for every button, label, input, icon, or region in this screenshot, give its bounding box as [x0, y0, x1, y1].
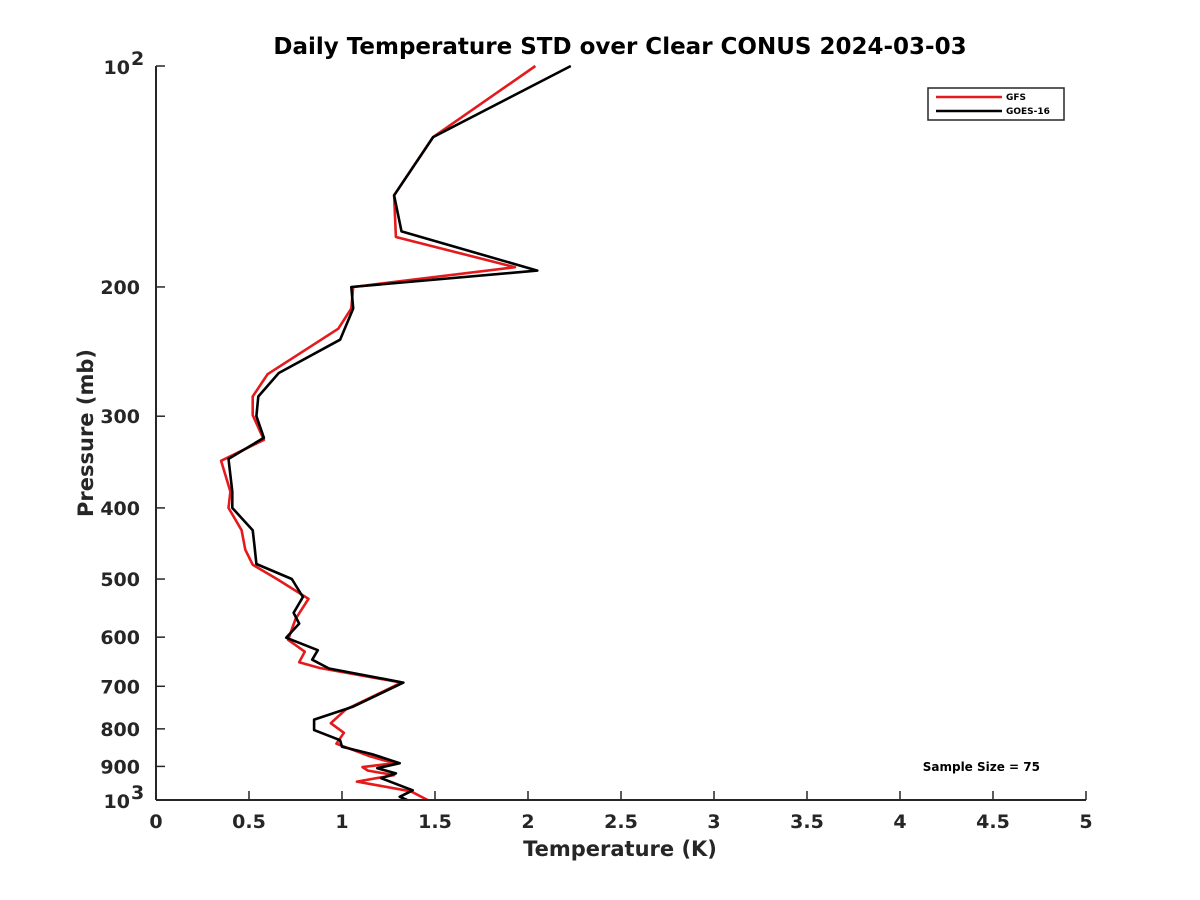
y-tick-label-3: 400 — [100, 498, 140, 520]
y-tick-label-0: 10 — [104, 57, 130, 79]
x-ticks: 0 0.5 1 1.5 2 2.5 3 3.5 4 4.5 5 — [149, 791, 1093, 833]
axes — [155, 66, 1086, 801]
y-tick-label-8: 900 — [100, 756, 140, 778]
y-tick-label-5: 600 — [100, 627, 140, 649]
legend-label-goes16: GOES-16 — [1006, 107, 1050, 117]
series-line-0 — [219, 64, 537, 802]
x-tick-label-0: 0 — [149, 811, 162, 833]
x-tick-label-6: 3 — [707, 811, 720, 833]
x-tick-label-1: 0.5 — [232, 811, 266, 833]
x-tick-label-8: 4 — [893, 811, 906, 833]
plot-lines — [219, 64, 572, 802]
series-line-1 — [227, 64, 572, 802]
x-tick-label-2: 1 — [335, 811, 348, 833]
x-tick-label-5: 2.5 — [604, 811, 638, 833]
legend: GFS GOES-16 — [927, 87, 1065, 121]
y-tick-label-4: 500 — [100, 569, 140, 591]
sample-size-annotation: Sample Size = 75 — [923, 760, 1040, 774]
y-tick-label-2: 300 — [100, 406, 140, 428]
y-tick-exponent-9: 3 — [131, 782, 144, 804]
y-axis-title: Pressure (mb) — [74, 349, 98, 517]
legend-box — [927, 87, 1065, 121]
x-axis-title: Temperature (K) — [523, 837, 717, 861]
x-tick-label-4: 2 — [521, 811, 534, 833]
chart-title: Daily Temperature STD over Clear CONUS 2… — [273, 34, 966, 60]
x-tick-label-7: 3.5 — [790, 811, 824, 833]
x-tick-label-10: 5 — [1079, 811, 1092, 833]
y-tick-label-9: 10 — [104, 791, 130, 813]
y-tick-exponent-0: 2 — [131, 48, 144, 70]
x-tick-label-9: 4.5 — [976, 811, 1010, 833]
x-tick-label-3: 1.5 — [418, 811, 452, 833]
y-tick-label-1: 200 — [100, 277, 140, 299]
y-tick-label-6: 700 — [100, 676, 140, 698]
legend-label-gfs: GFS — [1006, 93, 1026, 103]
y-tick-label-7: 800 — [100, 719, 140, 741]
